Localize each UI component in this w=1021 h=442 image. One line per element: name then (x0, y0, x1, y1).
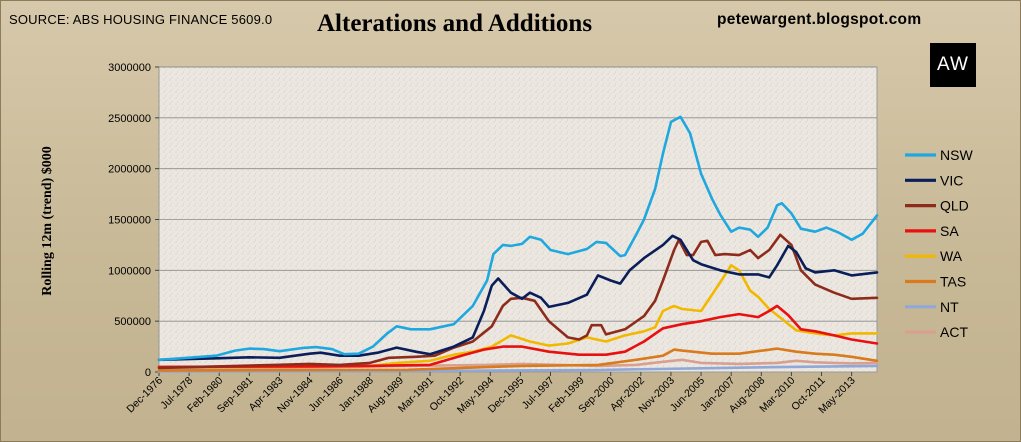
series-line-tas (157, 347, 879, 372)
source-note: SOURCE: ABS HOUSING FINANCE 5609.0 (9, 12, 273, 27)
aw-logo: AW (930, 43, 976, 87)
y-tick-label: 1500000 (108, 215, 151, 227)
y-tick-label: 1000000 (108, 265, 151, 277)
y-tick-label: 2000000 (108, 164, 151, 176)
legend-label-qld: QLD (940, 198, 969, 214)
y-tick-label: 3000000 (108, 62, 151, 74)
series-line-wa (157, 264, 879, 369)
legend-label-sa: SA (940, 223, 959, 239)
legend-label-nsw: NSW (940, 147, 973, 163)
blog-url: petewargent.blogspot.com (717, 11, 922, 28)
chart-title: Alterations and Additions (317, 10, 593, 37)
series-line-sa (157, 304, 879, 369)
y-tick-label: 500000 (114, 316, 151, 328)
y-tick-label: 0 (145, 367, 151, 379)
legend-label-act: ACT (940, 324, 968, 340)
series-line-vic (157, 234, 879, 362)
legend-label-vic: VIC (940, 172, 963, 188)
x-tick-label: Dec-1976 (124, 375, 165, 416)
series-line-qld (157, 233, 879, 370)
legend-label-wa: WA (940, 248, 963, 264)
y-tick-label: 2500000 (108, 113, 151, 125)
series-line-act (157, 358, 879, 371)
series-line-nsw (157, 115, 879, 362)
legend-label-nt: NT (940, 299, 959, 315)
legend-label-tas: TAS (940, 274, 966, 290)
